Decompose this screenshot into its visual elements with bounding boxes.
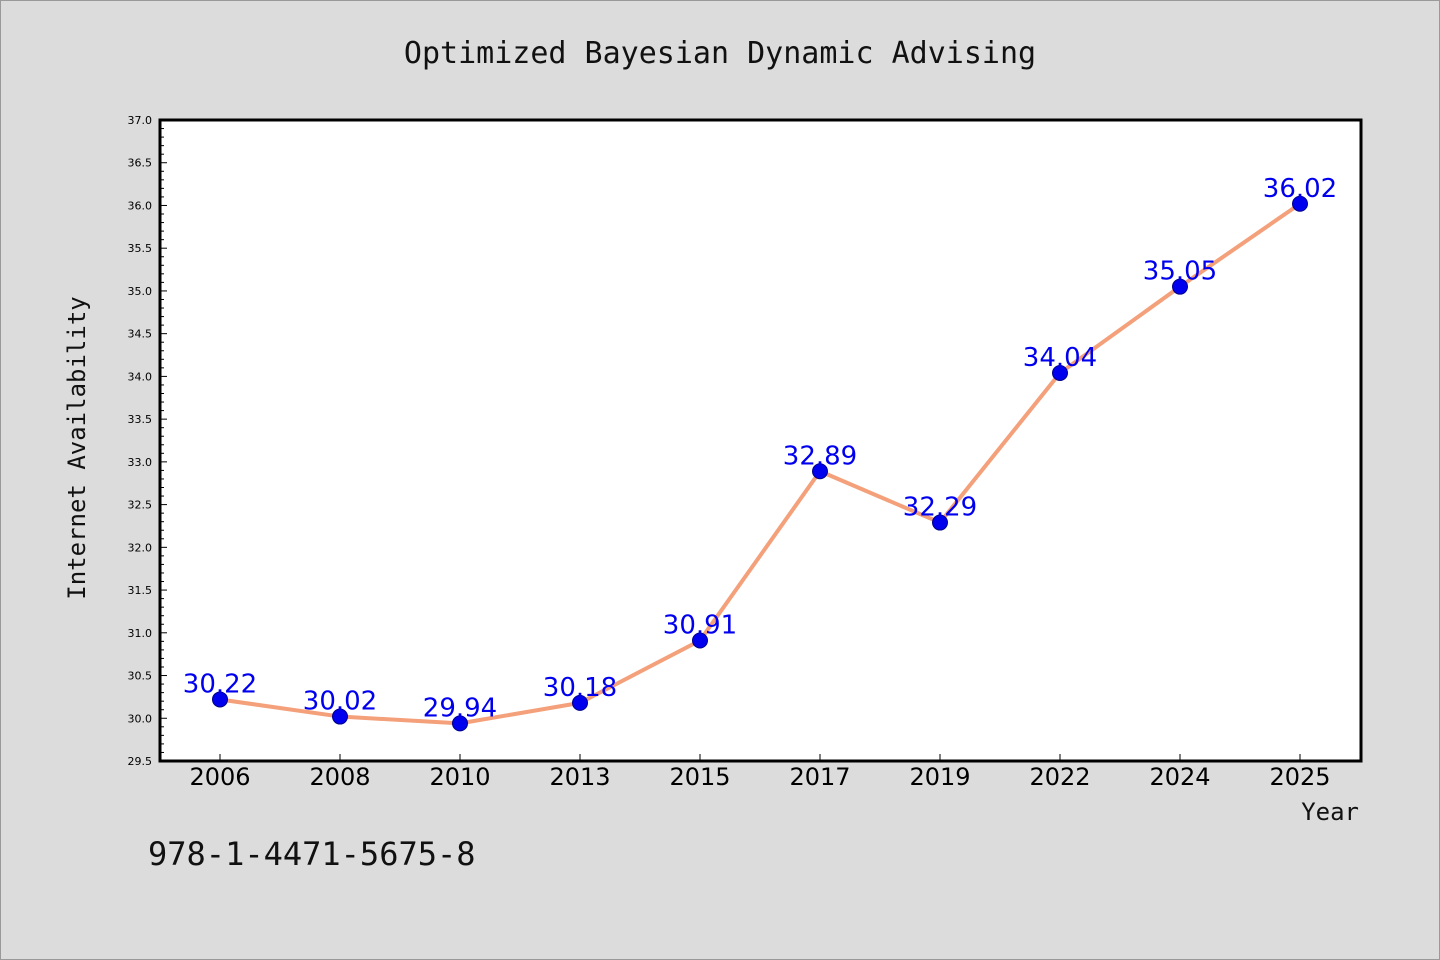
x-tick-label: 2022 [1029,763,1090,791]
y-tick-label: 36.5 [128,157,153,170]
y-tick-label: 32.5 [128,499,153,512]
data-label: 29.94 [423,693,497,723]
x-tick-label: 2013 [549,763,610,791]
plot-area [158,118,1363,763]
y-tick-label: 29.5 [128,755,153,768]
y-tick-label: 30.0 [128,712,153,725]
y-tick-label: 33.0 [128,456,153,469]
data-label: 32.89 [783,441,857,471]
y-tick-label: 30.5 [128,670,153,683]
y-tick-label: 36.0 [128,199,153,212]
data-point [812,463,828,480]
data-point [1172,278,1188,295]
y-tick-label: 35.0 [128,285,153,298]
x-tick-label: 2024 [1149,763,1210,791]
data-markers [212,195,1308,732]
y-tick-label: 37.0 [128,114,153,127]
data-point [332,708,348,725]
data-label: 30.22 [183,669,257,699]
x-axis-label: Year [1301,798,1359,826]
x-tick-label: 2015 [669,763,730,791]
data-point [212,691,228,708]
x-tick-label: 2010 [429,763,490,791]
y-tick-label: 31.0 [128,627,153,640]
x-tick-label: 2006 [189,763,250,791]
data-point [1292,195,1308,212]
data-labels: 30.22 30.02 29.94 30.18 30.91 32.89 32.29 34.04… [183,174,1337,724]
isbn-footnote: 978-1-4471-5675-8 [148,835,476,873]
x-axis: 2006 2008 2010 2013 2015 2017 2019 2022 2024 2025 [189,754,1331,791]
data-point [572,694,588,711]
y-tick-label: 34.5 [128,328,153,341]
data-point [692,632,708,649]
data-label: 36.02 [1263,174,1337,204]
x-tick-label: 2008 [309,763,370,791]
chart-title: Optimized Bayesian Dynamic Advising [404,36,1036,71]
x-tick-label: 2025 [1269,763,1330,791]
y-tick-label: 32.0 [128,541,153,554]
data-point [1052,364,1068,381]
x-tick-label: 2019 [909,763,970,791]
y-tick-label: 34.0 [128,370,153,383]
y-tick-label: 31.5 [128,584,153,597]
data-label: 30.91 [663,610,737,640]
y-axis-label: Internet Availability [63,296,91,599]
data-label: 35.05 [1143,257,1217,287]
data-point [932,514,948,531]
data-label: 34.04 [1023,343,1097,373]
y-axis: 29.5 30.0 30.5 31.0 31.5 32.0 32.5 33.0 33.5 34.0… [128,114,167,768]
series-line [218,201,1302,726]
y-tick-label: 35.5 [128,242,153,255]
data-label: 30.18 [543,673,617,703]
data-point [452,715,468,732]
data-label: 30.02 [303,687,377,717]
y-tick-label: 33.5 [128,413,153,426]
x-tick-label: 2017 [789,763,850,791]
data-label: 32.29 [903,493,977,523]
